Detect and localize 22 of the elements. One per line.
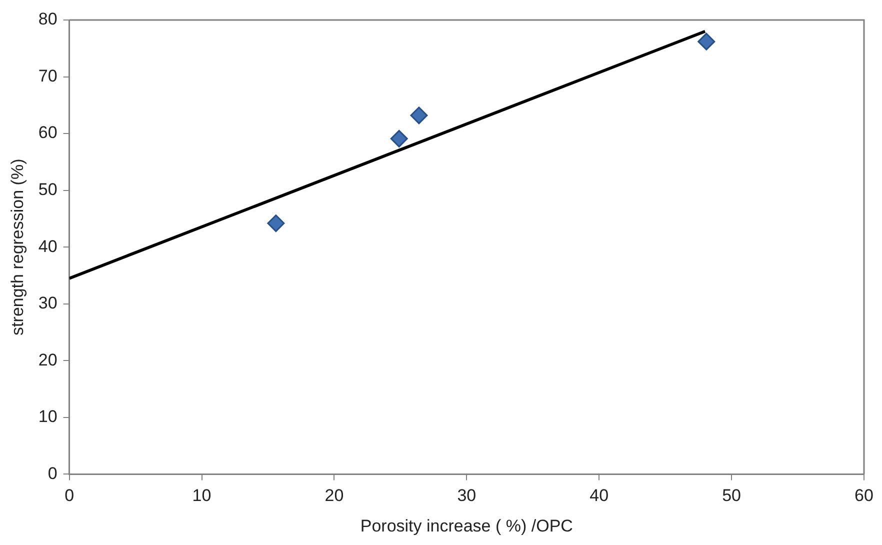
y-tick-label: 80	[38, 10, 58, 29]
point	[410, 106, 428, 124]
y-tick-label: 30	[38, 294, 58, 313]
point	[267, 214, 285, 232]
y-tick-label: 50	[38, 180, 58, 200]
x-tick-label: 0	[64, 486, 74, 506]
y-tick-label: 60	[38, 123, 58, 142]
point	[698, 32, 716, 50]
y-tick-label: 40	[38, 236, 58, 256]
point	[390, 130, 408, 148]
x-tick-label: 40	[590, 486, 609, 506]
y-axis-title: strength regression (%)	[8, 158, 27, 336]
y-tick-label: 20	[38, 350, 58, 370]
x-tick-label: 10	[192, 486, 212, 506]
y-tick-label: 10	[38, 407, 58, 426]
x-tick-label: 30	[457, 486, 476, 506]
x-tick-label: 20	[324, 486, 344, 506]
x-tick-label: 50	[722, 486, 742, 506]
y-tick-label: 70	[38, 66, 58, 86]
x-axis-title: Porosity increase ( %) /OPC	[360, 516, 573, 536]
y-tick-label: 0	[48, 464, 58, 483]
x-tick-label: 60	[854, 486, 874, 506]
